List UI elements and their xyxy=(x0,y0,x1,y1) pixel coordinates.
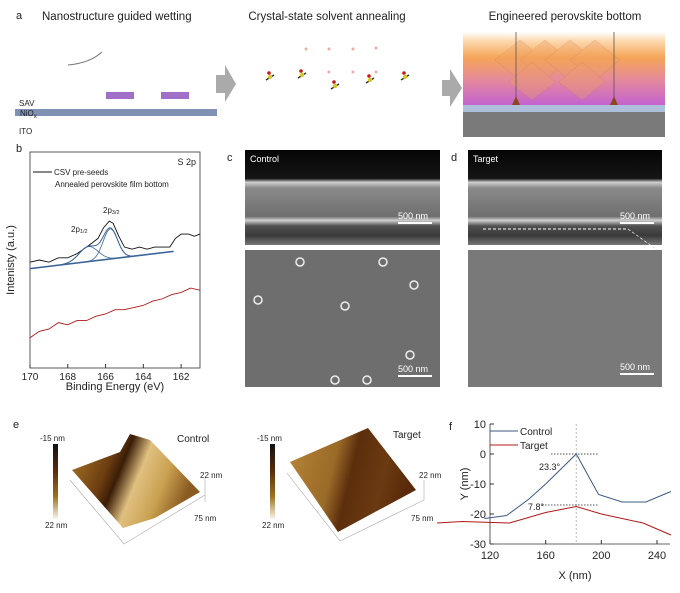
afm-target-z: 22 nm xyxy=(419,471,442,480)
scale-bar-label: 500 nm xyxy=(620,211,650,221)
panel-f-ylabel: Y (nm) xyxy=(459,468,471,501)
afm-target-title: Target xyxy=(393,430,421,441)
y-tick-label: 10 xyxy=(474,419,486,431)
cbar-top-control: -15 nm xyxy=(40,434,65,443)
x-tick-label: 240 xyxy=(648,550,666,562)
sem-target-title: Target xyxy=(473,154,499,164)
y-tick-label: -30 xyxy=(470,539,486,551)
afm-control-x: 75 nm xyxy=(194,514,217,523)
sem-cross-section-target xyxy=(468,150,662,253)
panel-label-f: f xyxy=(449,421,453,433)
series-line-control xyxy=(484,453,672,519)
colorbar-control xyxy=(53,444,58,519)
afm-control-z: 22 nm xyxy=(200,471,223,480)
panel-f-xlabel: X (nm) xyxy=(559,570,592,582)
sem-top-view-control xyxy=(245,250,440,387)
panel-label-a: a xyxy=(16,10,23,22)
afm-control-title: Control xyxy=(177,434,209,445)
afm-3d-target xyxy=(286,428,425,542)
panel-a-title-3: Engineered perovskite bottom xyxy=(489,11,642,23)
pipette-arc xyxy=(67,51,103,66)
peak-label-1-2: 2p1/2 xyxy=(71,225,88,235)
series-line-target xyxy=(437,505,672,536)
scale-bar-label: 500 nm xyxy=(398,211,428,221)
x-tick-label: 160 xyxy=(536,550,554,562)
niox-layer xyxy=(15,109,217,116)
ito-label: ITO xyxy=(19,127,32,136)
y-tick-label: 0 xyxy=(480,449,486,461)
panel-label-b: b xyxy=(16,143,22,155)
legend-annealed: Annealed perovskite film bottom xyxy=(55,180,169,189)
angle-annotation: 7.8° xyxy=(528,502,545,512)
panel-label-e: e xyxy=(13,419,19,431)
x-tick-label: 200 xyxy=(592,550,610,562)
s2p-label: S 2p xyxy=(177,157,196,167)
sem-control-title: Control xyxy=(250,154,279,164)
scale-bar-label: 500 nm xyxy=(398,364,428,374)
sav-label: SAV xyxy=(19,99,35,108)
legend-label: Target xyxy=(520,441,548,452)
y-tick-label: -20 xyxy=(470,509,486,521)
sav-bar xyxy=(161,92,189,99)
sav-bar xyxy=(106,92,134,99)
panel-b-xlabel: Binding Energy (eV) xyxy=(66,381,164,393)
dmso-molecules xyxy=(265,46,410,90)
cbar-bottom-control: 22 nm xyxy=(45,521,68,530)
angle-annotation: 23.3° xyxy=(539,462,561,472)
series-line-0 xyxy=(29,220,201,263)
niox-label: NiOx xyxy=(20,109,37,120)
x-tick-label: 170 xyxy=(22,372,39,383)
cbar-top-target: -15 nm xyxy=(257,434,282,443)
panel-b-ylabel: Intenisty (a.u.) xyxy=(5,225,17,295)
fit-envelope xyxy=(29,227,174,270)
scale-bar xyxy=(620,222,654,224)
cbar-bottom-target: 22 nm xyxy=(262,521,285,530)
panel-label-c: c xyxy=(227,152,233,164)
x-tick-label: 164 xyxy=(135,372,152,383)
x-tick-label: 162 xyxy=(173,372,190,383)
series-line-1 xyxy=(29,287,201,339)
panel-a-title-2: Crystal-state solvent annealing xyxy=(248,11,405,23)
afm-3d-control xyxy=(69,434,206,545)
x-tick-label: 168 xyxy=(59,372,76,383)
peak-label-3-2: 2p3/2 xyxy=(103,206,120,216)
x-tick-label: 166 xyxy=(97,372,114,383)
sem-top-view-target xyxy=(468,250,662,387)
panel-a-title-1: Nanostructure guided wetting xyxy=(42,11,192,23)
panel-label-d: d xyxy=(451,152,457,164)
x-tick-label: 120 xyxy=(481,550,499,562)
scale-bar xyxy=(398,375,432,377)
arrow-right-icon xyxy=(216,65,236,102)
legend-label: Control xyxy=(520,427,552,438)
afm-target-x: 75 nm xyxy=(411,514,434,523)
sem-cross-section-control xyxy=(245,150,440,245)
fit-peak-0 xyxy=(29,228,174,270)
arrow-right-icon xyxy=(442,69,462,107)
scale-bar xyxy=(620,373,654,375)
scale-bar xyxy=(398,222,432,224)
panel-b-axes xyxy=(29,151,201,369)
perovskite-schematic xyxy=(463,32,665,137)
y-tick-label: -10 xyxy=(470,479,486,491)
colorbar-target xyxy=(270,444,275,519)
scale-bar-label: 500 nm xyxy=(620,362,650,372)
legend-csv: CSV pre-seeds xyxy=(54,168,108,177)
